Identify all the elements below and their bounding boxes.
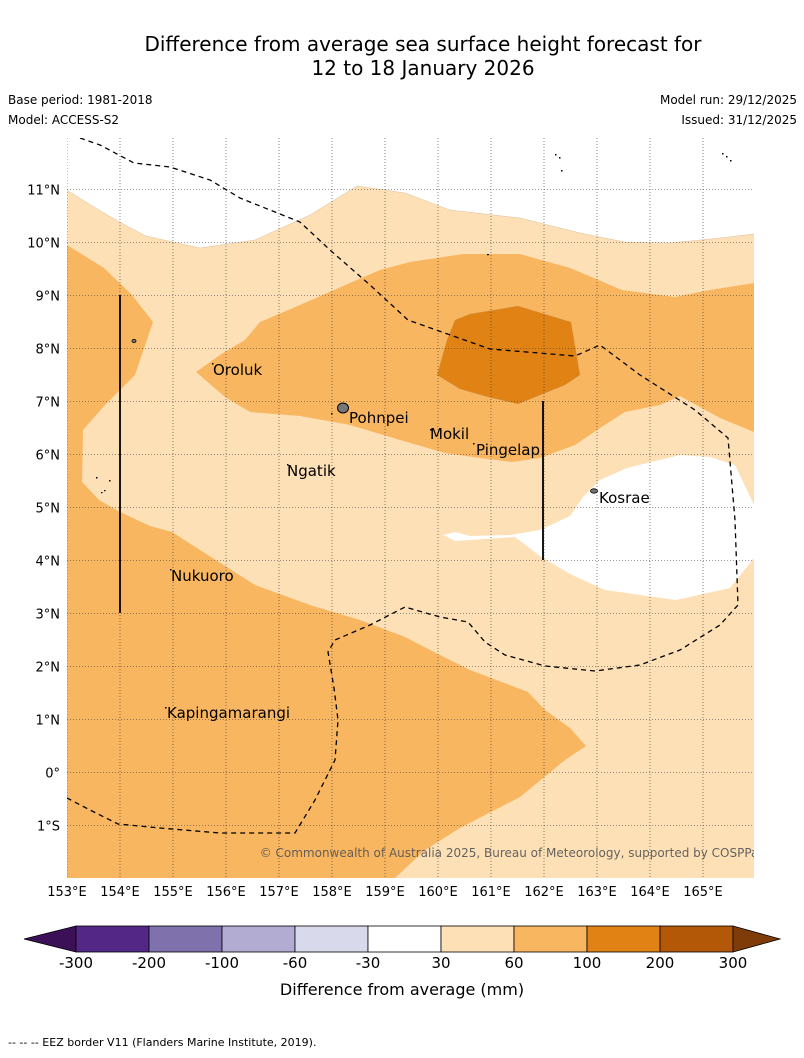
label-kosrae: Kosrae [599,489,650,507]
gridlines [67,138,754,878]
label-pohnpei: Pohnpei [349,409,409,427]
lon-tick-label: 162°E [524,885,564,900]
colorbar-label: Difference from average (mm) [280,980,524,999]
lat-tick-label: 8°N [36,343,61,358]
colorbar-swatch [221,925,296,953]
lon-tick-label: 153°E [47,885,87,900]
colorbar-tick-label: 200 [646,954,675,972]
islands [96,153,732,709]
title-line-1: Difference from average sea surface heig… [144,32,702,56]
colorbar-swatch [148,925,223,953]
issued-date: Issued: 31/12/2025 [681,113,797,127]
copyright-notice: © Commonwealth of Australia 2025, Bureau… [260,846,765,860]
lon-tick-label: 159°E [365,885,405,900]
colorbar-swatch [294,925,369,953]
colorbar-extend-low [23,925,77,953]
label-oroluk: Oroluk [213,361,262,379]
colorbar-tick-label: -60 [283,954,308,972]
colorbar-swatch [75,925,150,953]
kosrae-island [590,488,598,494]
longitude-axis: 153°E 154°E 155°E 156°E 157°E 158°E 159°E 160°E… [47,885,723,900]
base-period: Base period: 1981-2018 [8,93,153,107]
label-nukuoro: Nukuoro [171,567,234,585]
lon-tick-label: 154°E [100,885,140,900]
colorbar-tick-label: 100 [573,954,602,972]
label-pingelap: Pingelap [476,441,540,459]
lat-tick-label: 5°N [36,502,61,517]
lat-tick-label: 10°N [27,237,60,252]
lat-tick-label: 7°N [36,396,61,411]
colorbar-tick-label: 60 [504,954,523,972]
latitude-axis: 11°N 10°N 9°N 8°N 7°N 6°N 5°N 4°N 3°N 2°N 1°N 0° 1°S [27,184,60,835]
map-plot-area: Oroluk Pohnpei Mokil Pingelap Ngatik Kos… [67,138,765,878]
lat-tick-label: 1°N [36,714,61,729]
model-name: Model: ACCESS-S2 [8,113,120,127]
eez-footnote: -- -- -- EEZ border V11 (Flanders Marine… [8,1036,317,1049]
contour-near-average-north [67,138,754,248]
colorbar-extend-high [732,925,782,953]
eez-border [67,138,739,834]
label-mokil: Mokil [430,425,469,443]
lat-tick-label: 9°N [36,290,61,305]
pohnpei-island [337,402,349,414]
label-kapingamarangi: Kapingamarangi [167,704,290,722]
colorbar-tick-label: -200 [132,954,166,972]
small-atoll-island [131,338,137,343]
lat-tick-label: 6°N [36,449,61,464]
lat-tick-label: 4°N [36,555,61,570]
lat-tick-label: 3°N [36,608,61,623]
map-title: Difference from average sea surface heig… [0,32,804,80]
colorbar-tick-label: 300 [719,954,748,972]
lat-tick-label: 11°N [27,184,60,199]
colorbar: -300 -200 -100 -60 -30 30 60 100 200 300 [23,925,782,972]
lat-tick-label: 0° [45,767,60,782]
model-run-date: Model run: 29/12/2025 [659,93,797,107]
colorbar-tick-label: -300 [59,954,93,972]
lon-tick-label: 163°E [577,885,617,900]
colorbar-swatch [659,925,734,953]
colorbar-swatch [586,925,661,953]
colorbar-tick-label: -30 [356,954,381,972]
colorbar-tick-label: 30 [431,954,450,972]
colorbar-swatch [440,925,515,953]
lon-tick-label: 164°E [630,885,670,900]
lon-tick-label: 161°E [471,885,511,900]
lon-tick-label: 156°E [206,885,246,900]
colorbar-tick-label: -100 [205,954,239,972]
lon-tick-label: 157°E [259,885,299,900]
lon-tick-label: 160°E [418,885,458,900]
lat-tick-label: 2°N [36,661,61,676]
title-line-2: 12 to 18 January 2026 [311,56,535,80]
colorbar-swatch [513,925,588,953]
lon-tick-label: 165°E [683,885,723,900]
lat-tick-label: 1°S [37,820,60,835]
contour-near-average-east [443,455,754,600]
lon-tick-label: 155°E [153,885,193,900]
lon-tick-label: 158°E [312,885,352,900]
colorbar-swatch [367,925,442,953]
label-ngatik: Ngatik [287,462,336,480]
